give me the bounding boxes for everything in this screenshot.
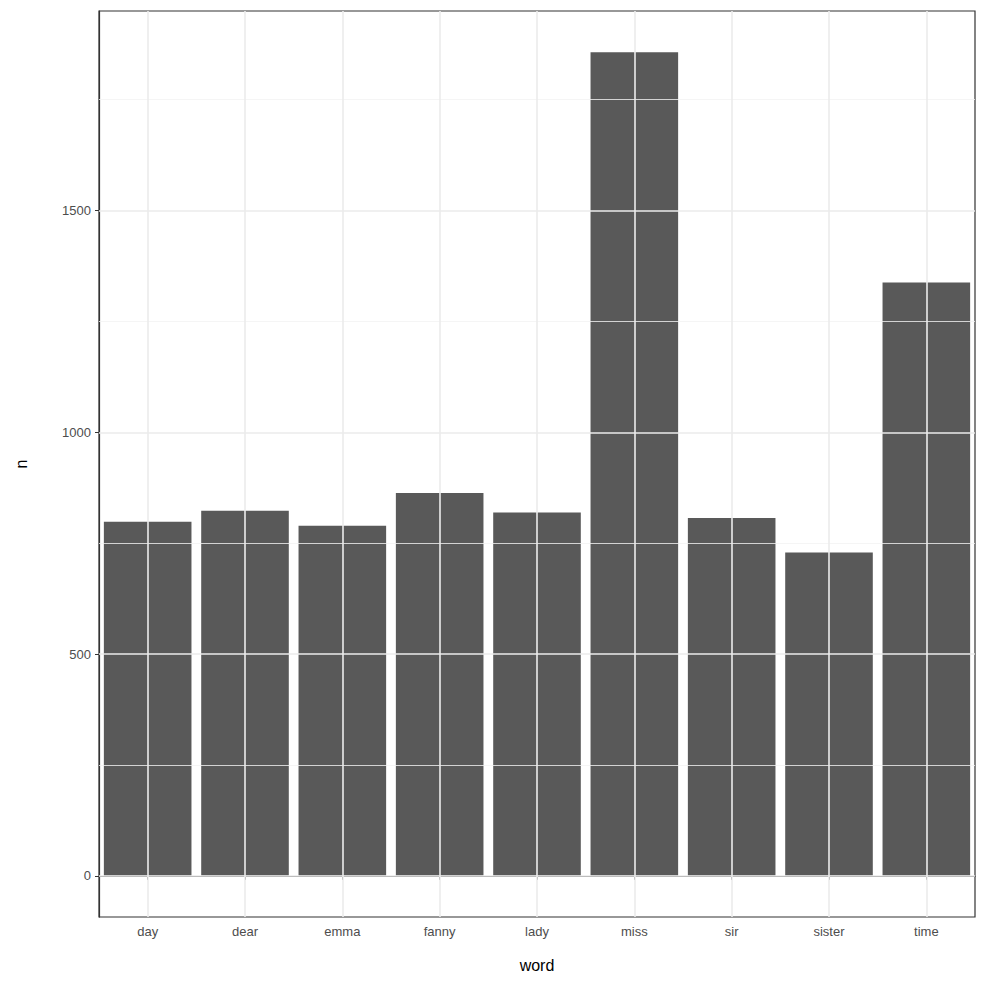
svg-text:time: time	[914, 924, 939, 939]
svg-text:day: day	[137, 924, 158, 939]
svg-text:sir: sir	[725, 924, 739, 939]
svg-text:fanny: fanny	[424, 924, 456, 939]
svg-text:0: 0	[84, 868, 91, 883]
svg-text:miss: miss	[621, 924, 648, 939]
svg-text:n: n	[13, 460, 30, 469]
svg-text:lady: lady	[525, 924, 549, 939]
svg-text:1000: 1000	[62, 425, 91, 440]
svg-text:word: word	[519, 957, 555, 974]
svg-text:dear: dear	[232, 924, 259, 939]
svg-text:500: 500	[69, 647, 91, 662]
svg-text:emma: emma	[324, 924, 361, 939]
svg-text:1500: 1500	[62, 203, 91, 218]
svg-text:sister: sister	[813, 924, 845, 939]
